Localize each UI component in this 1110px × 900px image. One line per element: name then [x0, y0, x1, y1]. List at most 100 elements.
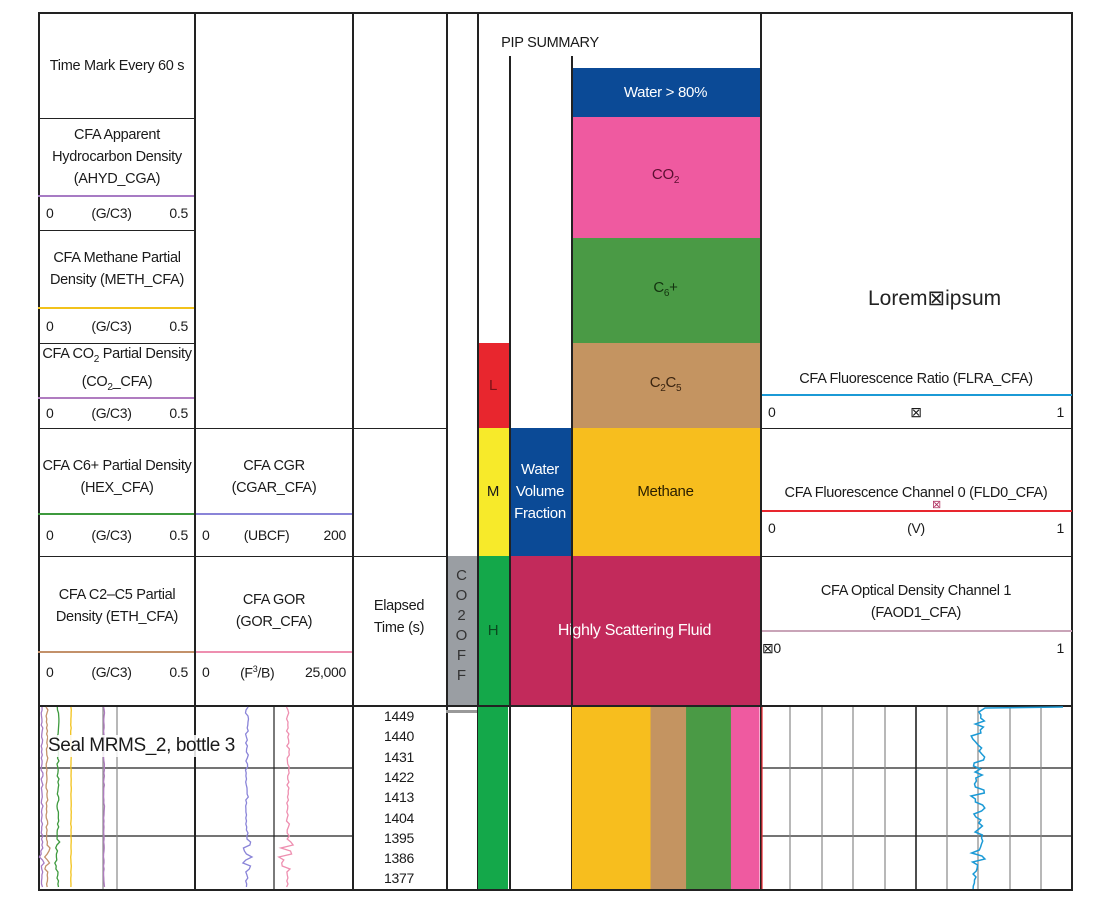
curve-ahyd [38, 706, 45, 888]
curve-key-fld0 [760, 510, 1072, 512]
scale-min: 0 [46, 527, 54, 543]
track-title-cgr: CFA CGR (CGAR_CFA) [231, 457, 317, 496]
track-title-faod1: CFA Optical Density Channel 1 (FAOD1_CFA… [820, 583, 1012, 621]
divider [38, 343, 194, 344]
curve-key-flra [760, 394, 1072, 396]
scale-eth: 0 (G/C3) 0.5 [40, 652, 194, 692]
scale-min: 0 [46, 317, 54, 334]
track-title-hex: CFA C6+ Partial Density (HEX_CFA) [42, 457, 192, 496]
track-title-flra: CFA Fluorescence Ratio (FLRA_CFA) [799, 371, 1033, 387]
scale-unit: (UBCF) [243, 527, 290, 543]
scale-flra: 0 ⊠ 1 [768, 403, 1064, 421]
co2-off-label: CO2OFF [455, 567, 468, 684]
scale-faod1: ⊠0 1 [762, 639, 1064, 657]
scale-gor: 0 (F3/B) 25,000 [196, 652, 352, 692]
curve-key-co2 [38, 397, 194, 399]
curve-key-cgr [194, 513, 352, 515]
time-tick-label: 1377 [384, 870, 414, 887]
time-tick-label: 1440 [384, 728, 414, 745]
scale-unit: (G/C3) [91, 664, 132, 680]
methane-block: Methane [571, 428, 760, 556]
scale-unit: (F3/B) [240, 663, 275, 681]
scale-fld0: 0 (V) 1 [768, 520, 1064, 536]
fluid-fill-co2 [730, 707, 760, 889]
scale-min: 0 [46, 405, 54, 421]
scale-co2: 0 (G/C3) 0.5 [40, 398, 194, 428]
curve-key-meth [38, 307, 194, 309]
time-mark-label: Time Mark Every 60 s [49, 58, 185, 74]
curve-key-gor [194, 651, 352, 653]
curve-hex [54, 706, 61, 888]
time-tick-label: 1422 [384, 768, 414, 785]
scale-ahyd: 0 (G/C3) 0.5 [40, 196, 194, 230]
level-L: L [477, 343, 509, 428]
scale-max: 0.5 [169, 317, 188, 334]
curve-key-ahyd [38, 195, 194, 197]
column-divider [352, 12, 354, 890]
curve-cgr [241, 706, 254, 888]
divider [760, 428, 1072, 429]
fld0-marker: ⊠ [932, 499, 942, 511]
scale-max: 200 [323, 527, 347, 543]
c2c5-block: C2C5 [571, 343, 760, 428]
divider [38, 118, 194, 119]
level-M: M [477, 428, 509, 556]
scale-min: 0 [202, 664, 210, 680]
curve-eth [43, 706, 51, 888]
header-divider [38, 705, 1073, 707]
scale-hex: 0 (G/C3) 0.5 [40, 514, 194, 556]
divider [760, 556, 1072, 557]
scale-min: 0 [202, 527, 210, 543]
time-tick-label: 1395 [384, 829, 414, 846]
curve-co2 [102, 706, 106, 888]
scale-meth: 0 (G/C3) 0.5 [40, 308, 194, 343]
co2-off-mark [446, 710, 477, 713]
track-title-fld0: CFA Fluorescence Channel 0 (FLD0_CFA) [784, 485, 1048, 501]
curve-key-eth [38, 651, 194, 653]
time-tick-label: 1386 [384, 850, 414, 867]
time-tick-label: 1449 [384, 708, 414, 724]
track-title-meth: CFA Methane Partial Density (METH_CFA) [50, 250, 184, 288]
c6-block: C6+ [571, 238, 760, 343]
scale-min: 0 [46, 664, 54, 680]
divider [38, 428, 446, 429]
column-divider [194, 12, 196, 890]
track-title-gor: CFA GOR (GOR_CFA) [235, 591, 313, 630]
curve-key-faod1 [760, 630, 1072, 632]
column-divider [446, 12, 448, 890]
level-H: H [477, 556, 509, 705]
column-divider [509, 56, 511, 890]
column-divider [477, 12, 479, 890]
scale-cgr: 0 (UBCF) 200 [196, 514, 352, 556]
scale-unit: (G/C3) [91, 527, 132, 543]
pip-summary-title: PIP SUMMARY [501, 35, 599, 51]
curve-gor [277, 706, 295, 888]
divider [38, 556, 446, 557]
scale-max: 0.5 [169, 205, 188, 221]
scale-min: 0 [46, 205, 54, 221]
curve-meth [70, 706, 72, 888]
scale-unit: (G/C3) [91, 405, 132, 421]
scale-unit: (G/C3) [91, 317, 132, 334]
scale-unit: (G/C3) [91, 205, 132, 221]
log-frame [38, 12, 1073, 891]
time-tick-label: 1404 [384, 809, 414, 826]
time-tick-label: 1431 [384, 748, 414, 765]
track-title-ahyd: CFA Apparent Hydrocarbon Density (AHYD_C… [52, 127, 182, 187]
scale-max: 25,000 [304, 664, 346, 680]
track-title-eth: CFA C2–C5 Partial Density (ETH_CFA) [55, 586, 179, 625]
fluid-fill-c6 [686, 707, 732, 889]
annotation-text: Lorem⊠ipsum [868, 287, 1002, 310]
scale-max: 0.5 [169, 664, 188, 680]
water-80-block: Water > 80% [571, 68, 760, 117]
column-divider [760, 12, 762, 890]
track-title-co2: CFA CO2 Partial Density (CO2_CFA) [42, 345, 192, 393]
seal-label: Seal MRMS_2, bottle 3 [48, 735, 235, 757]
scale-max: 0.5 [169, 405, 188, 421]
co2-off-block [446, 556, 477, 705]
co2-block: CO2 [571, 117, 760, 238]
highly-scattering-block: Highly Scattering Fluid [509, 556, 760, 705]
fluid-fill-c2c5 [650, 707, 687, 889]
curve-flra [969, 706, 1064, 890]
level-H-log [478, 707, 508, 889]
